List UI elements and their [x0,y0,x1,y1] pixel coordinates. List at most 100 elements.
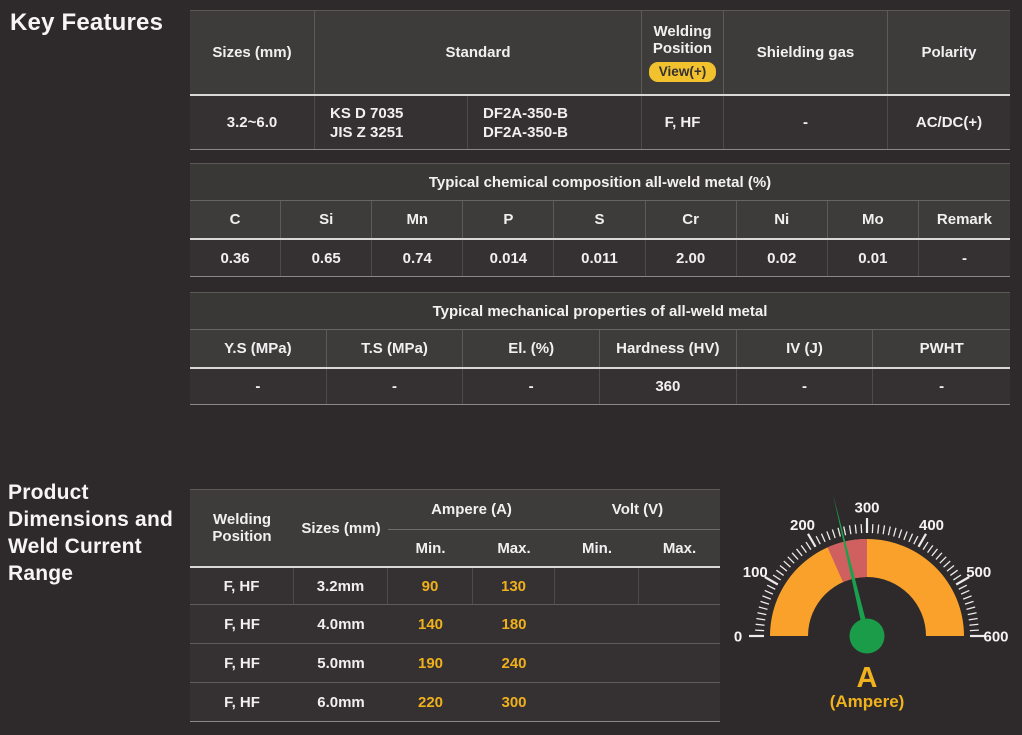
table-row: F, HF 4.0mm 140 180 [190,605,720,644]
amp-max-value: 180 [473,605,555,643]
col-standard: Standard [315,11,642,94]
mo-value: 0.01 [828,240,919,276]
chemical-composition-table: Typical chemical composition all-weld me… [190,163,1010,277]
standard-df-line2: DF2A-350-B [483,123,568,142]
size-value: 3.2mm [294,568,388,604]
size-value: 6.0mm [294,683,388,721]
hardness-value: 360 [600,369,737,404]
col-cr: Cr [646,201,737,238]
view-plus-button[interactable]: View(+) [649,62,716,82]
table-row: F, HF 5.0mm 190 240 [190,644,720,683]
product-dimensions-heading: Product Dimensions and Weld Current Rang… [8,479,188,587]
col-amp-max: Max. [473,530,555,566]
amp-max-value: 300 [473,683,555,721]
col-p: P [463,201,554,238]
chemical-table-row: 0.36 0.65 0.74 0.014 0.011 2.00 0.02 0.0… [190,238,1010,277]
col-ts: T.S (MPa) [327,330,464,367]
c-value: 0.36 [190,240,281,276]
position-value: F, HF [190,568,294,604]
col-volt-max: Max. [639,530,720,566]
volt-min-value [555,568,639,604]
mechanical-properties-table: Typical mechanical properties of all-wel… [190,292,1010,405]
col-welding-position: Welding Position [190,490,294,566]
col-ni: Ni [737,201,828,238]
amp-min-value: 190 [388,644,473,682]
size-value: 4.0mm [294,605,388,643]
col-sizes: Sizes (mm) [190,11,315,94]
amp-max-value: 130 [473,568,555,604]
svg-text:200: 200 [790,517,815,534]
spec-table: Sizes (mm) Standard Welding Position Vie… [190,10,1010,150]
p-value: 0.014 [463,240,554,276]
col-el: El. (%) [463,330,600,367]
mechanical-table-title: Typical mechanical properties of all-wel… [190,292,1010,329]
gauge-unit-sublabel: (Ampere) [830,692,905,711]
spec-table-header: Sizes (mm) Standard Welding Position Vie… [190,10,1010,94]
svg-text:400: 400 [919,517,944,534]
chemical-table-title: Typical chemical composition all-weld me… [190,163,1010,200]
volt-min-value [555,605,639,643]
si-value: 0.65 [281,240,372,276]
col-si: Si [281,201,372,238]
s-value: 0.011 [554,240,645,276]
amp-min-value: 140 [388,605,473,643]
col-mn: Mn [372,201,463,238]
volt-max-value [639,644,720,682]
svg-text:500: 500 [966,564,991,581]
welding-position-value: F, HF [642,96,724,149]
ys-value: - [190,369,327,404]
col-amp-min: Min. [388,530,473,566]
iv-value: - [737,369,874,404]
volt-min-value [555,683,639,721]
svg-text:100: 100 [743,564,768,581]
current-range-table: Welding Position Sizes (mm) Ampere (A) V… [190,489,720,722]
col-hardness: Hardness (HV) [600,330,737,367]
position-value: F, HF [190,644,294,682]
col-mo: Mo [828,201,919,238]
col-shielding-gas: Shielding gas [724,11,888,94]
col-welding-position: Welding Position View(+) [642,11,724,94]
amp-max-value: 240 [473,644,555,682]
standard-ks-line2: JIS Z 3251 [330,123,403,142]
volt-max-value [639,605,720,643]
standard-ks-value: KS D 7035 JIS Z 3251 [315,96,468,149]
table-row: F, HF 3.2mm 90 130 [190,566,720,605]
col-remark: Remark [919,201,1010,238]
mechanical-table-row: - - - 360 - - [190,367,1010,405]
mechanical-table-header: Y.S (MPa) T.S (MPa) El. (%) Hardness (HV… [190,329,1010,367]
ts-value: - [327,369,464,404]
mn-value: 0.74 [372,240,463,276]
chemical-table-header: C Si Mn P S Cr Ni Mo Remark [190,200,1010,238]
amp-min-value: 220 [388,683,473,721]
gauge-unit-label: A [857,662,878,694]
col-sizes: Sizes (mm) [294,490,388,566]
position-value: F, HF [190,683,294,721]
polarity-value: AC/DC(+) [888,96,1010,149]
col-c: C [190,201,281,238]
col-volt-min: Min. [555,530,639,566]
col-ampere-group: Ampere (A) [388,490,555,530]
svg-text:300: 300 [854,500,879,517]
size-value: 5.0mm [294,644,388,682]
cr-value: 2.00 [646,240,737,276]
standard-df-line1: DF2A-350-B [483,104,568,123]
col-s: S [554,201,645,238]
ni-value: 0.02 [737,240,828,276]
shielding-gas-value: - [724,96,888,149]
volt-max-value [639,568,720,604]
col-polarity: Polarity [888,11,1010,94]
col-welding-position-label: Welding Position [646,23,719,57]
svg-text:600: 600 [983,629,1008,646]
col-ys: Y.S (MPa) [190,330,327,367]
spec-table-row: 3.2~6.0 KS D 7035 JIS Z 3251 DF2A-350-B … [190,94,1010,150]
col-iv: IV (J) [737,330,874,367]
standard-df-value: DF2A-350-B DF2A-350-B [468,96,642,149]
key-features-heading: Key Features [10,9,163,37]
col-volt-group: Volt (V) [555,490,720,530]
position-value: F, HF [190,605,294,643]
el-value: - [463,369,600,404]
table-row: F, HF 6.0mm 220 300 [190,683,720,722]
col-pwht: PWHT [873,330,1010,367]
